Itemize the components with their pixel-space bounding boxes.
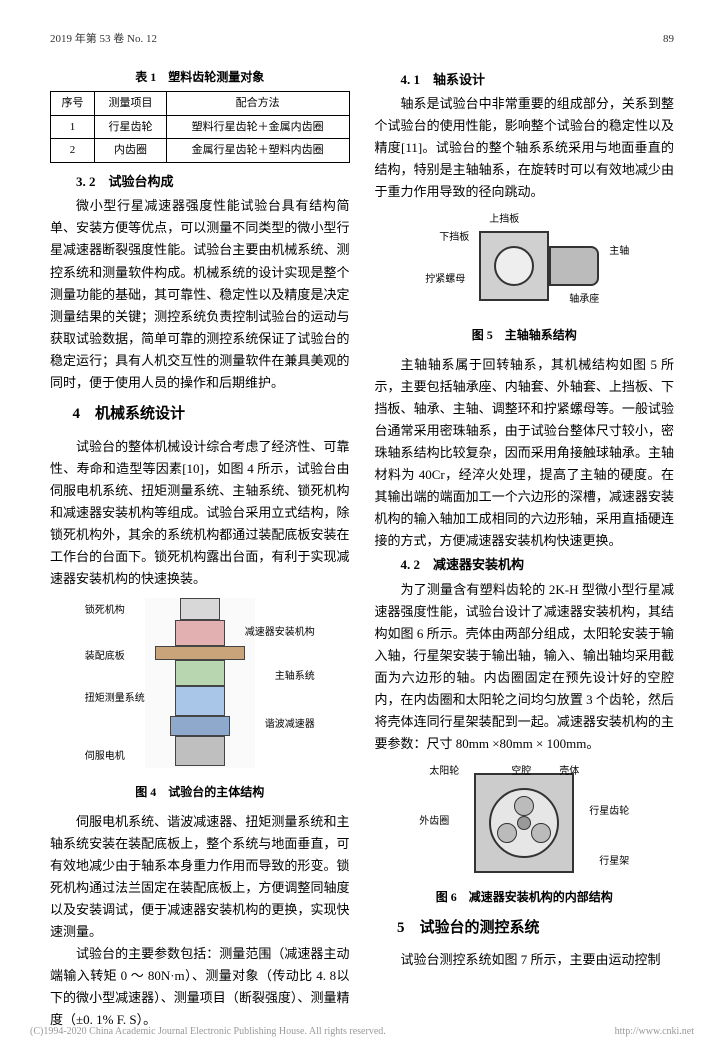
fig4-label-servo: 伺服电机 [85,748,125,765]
footer-left: (C)1994-2020 China Academic Journal Elec… [30,1023,386,1040]
table-row: 序号 测量项目 配合方法 [51,92,350,116]
fig5-r1: 主轴 [609,243,629,260]
th: 序号 [51,92,95,116]
table1-caption: 表 1 塑料齿轮测量对象 [50,67,350,87]
right-column: 4. 1 轴系设计 轴系是试验台中非常重要的组成部分，关系到整个试验台的使用性能… [375,67,675,1032]
sec-3-2-para: 微小型行星减速器强度性能试验台具有结构简单、安装方便等优点，可以测量不同类型的微… [50,195,350,394]
fig5-top: 上挡板 [489,211,519,228]
figure-6: 太阳轮 外齿圈 空腔 壳体 行星齿轮 行星架 图 6 减速器安装机构的内部结构 [375,763,675,907]
fig5-caption: 图 5 主轴轴系结构 [375,325,675,345]
th: 测量项目 [95,92,167,116]
sec-5-title: 5 试验台的测控系统 [375,916,675,942]
fig6-r1: 行星齿轮 [589,803,629,820]
figure-5: 上挡板 下挡板 拧紧螺母 主轴 轴承座 图 5 主轴轴系结构 [375,211,675,345]
td: 内齿圈 [95,139,167,163]
fig4-label-torque: 扭矩测量系统 [85,690,145,707]
td: 塑料行星齿轮＋金属内齿圈 [166,115,349,139]
fig6-t2: 壳体 [559,763,579,780]
sec-4-para3: 试验台的主要参数包括：测量范围（减速器主动端输入转矩 0 ～ 80N·m）、测量… [50,943,350,1031]
fig5-bottom: 下挡板 [439,229,469,246]
footer-right: http://www.cnki.net [615,1023,694,1040]
td: 行星齿轮 [95,115,167,139]
fig5-left: 拧紧螺母 [425,271,465,288]
fig6-r2: 行星架 [599,853,629,870]
table-row: 1 行星齿轮 塑料行星齿轮＋金属内齿圈 [51,115,350,139]
td: 1 [51,115,95,139]
td: 2 [51,139,95,163]
td: 金属行星齿轮＋塑料内齿圈 [166,139,349,163]
fig4-label-harmonic: 谐波减速器 [265,716,315,733]
sec-5-para: 试验台测控系统如图 7 所示，主要由运动控制 [375,949,675,971]
fig6-l1: 太阳轮 [429,763,459,780]
fig4-label-reducer: 减速器安装机构 [245,624,315,641]
sec-4-title: 4 机械系统设计 [50,402,350,428]
fig5-r2: 轴承座 [569,291,599,308]
figure-4: 锁死机构 装配底板 扭矩测量系统 伺服电机 减速器安装机构 主轴系统 谐波减速器… [50,598,350,802]
table1: 序号 测量项目 配合方法 1 行星齿轮 塑料行星齿轮＋金属内齿圈 2 内齿圈 金… [50,91,350,163]
left-column: 表 1 塑料齿轮测量对象 序号 测量项目 配合方法 1 行星齿轮 塑料行星齿轮＋… [50,67,350,1032]
fig6-caption: 图 6 减速器安装机构的内部结构 [375,887,675,907]
sec-4-1-para2: 主轴轴系属于回转轴系，其机械结构如图 5 所示，主要包括轴承座、内轴套、外轴套、… [375,354,675,553]
sec-4-para2: 伺服电机系统、谐波减速器、扭矩测量系统和主轴系统安装在装配底板上，整个系统与地面… [50,811,350,944]
fig6-l2: 外齿圈 [419,813,449,830]
page-header: 2019 年第 53 卷 No. 12 89 [50,30,674,49]
fig6-t1: 空腔 [511,763,531,780]
sec-4-para1: 试验台的整体机械设计综合考虑了经济性、可靠性、寿命和造型等因素[10]，如图 4… [50,436,350,591]
header-left: 2019 年第 53 卷 No. 12 [50,30,157,49]
table-row: 2 内齿圈 金属行星齿轮＋塑料内齿圈 [51,139,350,163]
fig4-label-locking: 锁死机构 [85,602,125,619]
page-number: 89 [663,30,674,49]
page-footer: (C)1994-2020 China Academic Journal Elec… [0,1023,724,1040]
fig4-label-baseplate: 装配底板 [85,648,125,665]
sec-4-1-title: 4. 1 轴系设计 [375,69,675,91]
fig4-caption: 图 4 试验台的主体结构 [50,782,350,802]
sec-3-2-title: 3. 2 试验台构成 [50,171,350,193]
sec-4-2-title: 4. 2 减速器安装机构 [375,554,675,576]
sec-4-2-para: 为了测量含有塑料齿轮的 2K-H 型微小型行星减速器强度性能，试验台设计了减速器… [375,579,675,756]
sec-4-1-para1: 轴系是试验台中非常重要的组成部分，关系到整个试验台的使用性能，影响整个试验台的稳… [375,93,675,203]
fig4-label-spindle: 主轴系统 [275,668,315,685]
th: 配合方法 [166,92,349,116]
